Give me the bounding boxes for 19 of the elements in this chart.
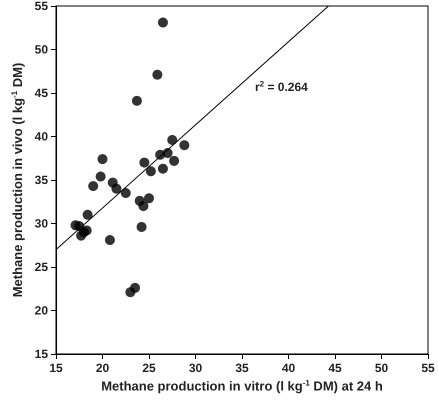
x-tick-label: 40: [282, 361, 296, 375]
y-tick-label: 20: [34, 304, 48, 318]
x-tick-label: 20: [96, 361, 110, 375]
y-tick-label: 25: [34, 260, 48, 274]
x-tick-label: 55: [421, 361, 435, 375]
y-tick-label: 30: [34, 216, 48, 230]
y-tick-label: 50: [34, 42, 48, 56]
x-tick-label: 15: [49, 361, 63, 375]
y-tick-label: 55: [34, 0, 48, 13]
y-tick-label: 35: [34, 173, 48, 187]
y-axis-title: Methane production in vivo (l kg-1 DM): [10, 62, 25, 298]
y-tick-label: 40: [34, 130, 48, 144]
x-tick-label: 45: [328, 361, 342, 375]
y-tick-label: 45: [34, 86, 48, 100]
y-tick-label: 15: [34, 347, 48, 361]
x-tick-label: 30: [188, 361, 202, 375]
x-tick-label: 50: [374, 361, 388, 375]
x-tick-label: 35: [235, 361, 249, 375]
x-tick-label: 25: [142, 361, 156, 375]
